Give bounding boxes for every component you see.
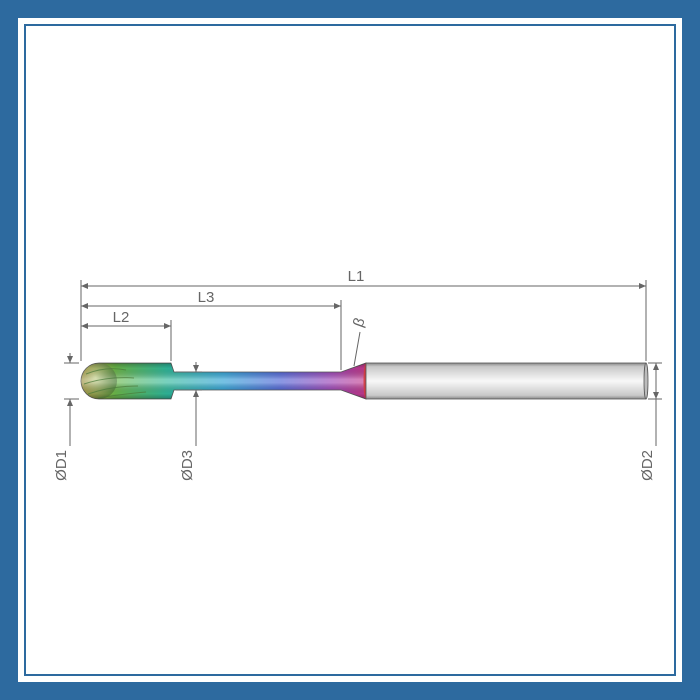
shank xyxy=(366,363,646,399)
dim-L3-label: L3 xyxy=(198,289,215,306)
dim-D2-label: ØD2 xyxy=(639,450,656,481)
dim-D1-label: ØD1 xyxy=(53,450,70,481)
outer-frame: L1 L3 L2 β ØD xyxy=(0,0,700,700)
drawing-svg: L1 L3 L2 β ØD xyxy=(26,26,678,678)
dim-beta-label: β xyxy=(350,315,369,329)
dim-L1-label: L1 xyxy=(348,268,365,285)
inner-frame: L1 L3 L2 β ØD xyxy=(24,24,676,676)
dim-L2-label: L2 xyxy=(113,309,130,326)
dim-D1: ØD1 xyxy=(53,353,79,481)
tool-body xyxy=(81,363,648,399)
dim-beta: β xyxy=(350,315,369,366)
dim-D3-label: ØD3 xyxy=(179,450,196,481)
